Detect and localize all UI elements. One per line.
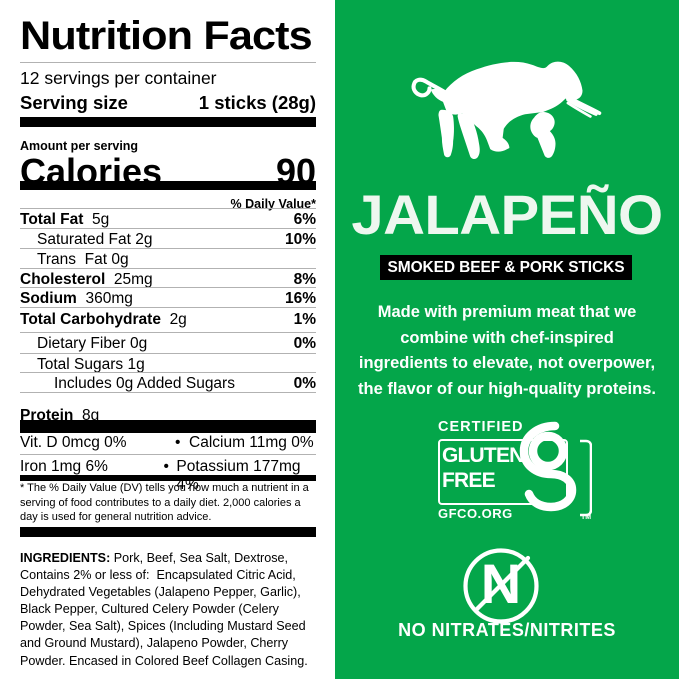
svg-text:TM: TM	[581, 514, 591, 520]
svg-text:N: N	[481, 552, 521, 615]
